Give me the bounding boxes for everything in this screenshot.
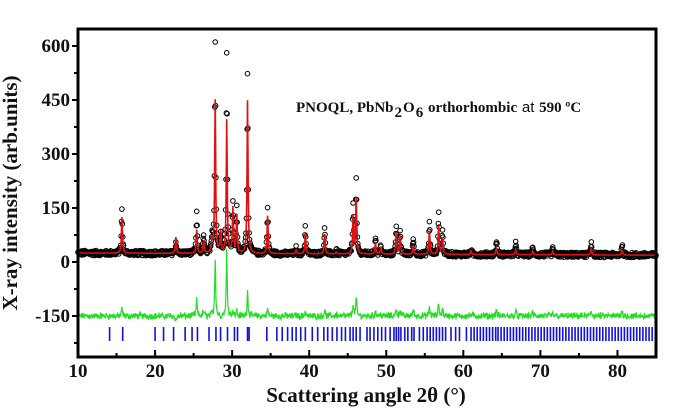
observed-point	[302, 223, 309, 229]
y-tick-label: 600	[42, 36, 71, 57]
calculated-curve-group	[78, 99, 656, 256]
annotation-suffix: orthorhombic	[424, 100, 521, 116]
calculated-curve	[78, 99, 656, 256]
observed-point	[410, 239, 417, 246]
difference-curve	[77, 248, 657, 322]
observed-point	[293, 243, 299, 249]
observed-point	[426, 218, 433, 225]
observed-point	[410, 236, 417, 242]
observed-point	[194, 222, 200, 228]
observed-point	[223, 50, 230, 56]
x-axis-title: Scattering angle 2θ (°)	[266, 383, 466, 407]
x-tick-label: 20	[146, 361, 165, 382]
observed-point	[439, 227, 446, 233]
observed-point	[223, 110, 230, 116]
x-tick-label: 50	[377, 361, 396, 382]
observed-point	[353, 175, 360, 181]
observed-point	[244, 70, 251, 77]
plot-frame	[76, 27, 658, 359]
annotation-sub2: 6	[416, 105, 424, 121]
annotation-at: at	[522, 99, 535, 116]
observed-point	[393, 223, 400, 230]
observed-point	[119, 206, 125, 212]
x-tick-label: 40	[300, 361, 319, 382]
observed-point	[264, 204, 271, 211]
observed-point	[224, 111, 230, 117]
observed-point	[373, 237, 379, 244]
x-tick-label: 70	[531, 361, 550, 382]
x-tick-label: 10	[69, 361, 88, 382]
x-tick-label: 30	[223, 361, 242, 382]
annotation-prefix: PNOQL, PbNb	[296, 100, 394, 116]
difference-curve-group	[77, 248, 657, 322]
observed-point	[372, 235, 379, 242]
observed-point	[588, 239, 595, 245]
observed-point	[209, 228, 216, 235]
y-tick-label: 450	[42, 90, 71, 111]
y-tick-label: -150	[35, 306, 70, 327]
y-tick-label: 0	[61, 252, 71, 273]
y-tick-label: 300	[42, 144, 71, 165]
y-tick-label: 150	[42, 198, 71, 219]
observed-point	[212, 39, 218, 45]
chart-annotation: PNOQL, PbNb 2 O 6 orthorhombic at 590 ºC	[296, 99, 581, 121]
annotation-sub1: 2	[395, 105, 403, 121]
x-tick-label: 60	[454, 361, 473, 382]
observed-point	[230, 198, 236, 204]
observed-point	[234, 202, 240, 209]
observed-point	[397, 227, 403, 234]
axes-group: 10 20 30 40 50 60 70 80 600 450 300 150 0 -150	[35, 36, 657, 382]
x-tick-label: 80	[608, 361, 627, 382]
annotation-temp: 590 ºC	[535, 100, 581, 116]
y-axis-title: X-ray intensity (arb.units)	[0, 75, 22, 310]
observed-point	[321, 225, 328, 231]
annotation-mid: O	[403, 100, 415, 116]
observed-point	[619, 242, 626, 248]
observed-point	[512, 238, 519, 245]
bragg-position-ticks	[108, 327, 653, 341]
observed-point	[513, 242, 519, 249]
observed-point	[193, 208, 200, 215]
observed-point	[435, 209, 442, 215]
observed-point	[200, 232, 207, 238]
observed-points-group	[75, 39, 659, 261]
